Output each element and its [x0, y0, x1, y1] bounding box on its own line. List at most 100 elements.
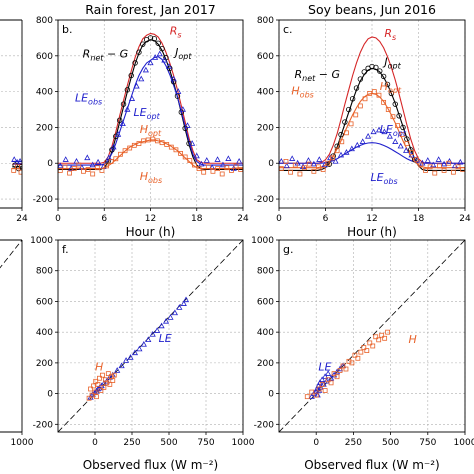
point-rnet-circle: [357, 76, 364, 82]
y-tick-label: 400: [257, 328, 274, 338]
point-le-triangle: [375, 126, 383, 133]
point-le-triangle: [316, 387, 323, 393]
point-le-triangle: [316, 156, 323, 162]
point-le-triangle: [128, 95, 136, 101]
point-h-square: [418, 162, 424, 168]
point-h-square: [455, 164, 461, 170]
point-le-triangle: [386, 132, 393, 139]
point-h-square: [437, 163, 442, 169]
point-h-square: [100, 372, 105, 378]
point-h-square: [309, 389, 315, 395]
plot-frame: [57, 239, 244, 433]
point-le-triangle: [457, 158, 464, 165]
point-h-square: [192, 162, 197, 168]
point-h-square: [62, 164, 68, 170]
annotation-le: LE: [159, 332, 172, 345]
point-le-triangle: [123, 357, 130, 363]
point-rnet-circle: [147, 35, 154, 41]
point-h-square: [76, 162, 82, 168]
x-tick-label: 1000: [11, 438, 34, 448]
point-h-square: [322, 388, 328, 393]
point-h-square: [99, 167, 105, 173]
point-h-square: [373, 334, 379, 340]
series-line-rs: [58, 32, 243, 164]
point-h-square: [97, 375, 102, 381]
point-h-square: [370, 343, 376, 349]
y-tick-label: -200: [254, 420, 275, 430]
point-rnet-circle: [151, 36, 158, 42]
point-rnet-circle: [346, 106, 352, 113]
point-le-triangle: [11, 156, 18, 162]
point-rnet-circle: [120, 101, 127, 107]
point-h-square: [88, 386, 93, 392]
point-le-triangle: [84, 154, 91, 161]
point-le-triangle: [305, 157, 312, 163]
point-h-square: [92, 389, 98, 395]
point-rnet-circle: [132, 60, 138, 66]
annotation-le: LEopt: [134, 106, 161, 121]
point-rnet-circle: [342, 119, 348, 125]
point-h-square: [155, 138, 160, 144]
point-h-square: [395, 123, 400, 129]
point-le-triangle: [315, 382, 322, 389]
annotation-h: Hobs: [140, 170, 162, 185]
point-h-square: [111, 372, 117, 378]
point-h-square: [122, 148, 128, 154]
point-le-triangle: [219, 161, 227, 168]
point-le-triangle: [118, 362, 125, 369]
y-tick-label: -200: [33, 195, 54, 205]
point-h-square: [382, 335, 388, 341]
point-h-square: [196, 166, 202, 172]
point-le-triangle: [133, 82, 140, 89]
point-h-square: [224, 165, 230, 171]
point-rnet-circle: [408, 147, 414, 153]
x-axis-label: Observed flux (W m⁻²): [304, 458, 440, 472]
point-h-square: [450, 169, 456, 175]
y-tick-label: 0: [47, 390, 53, 400]
point-h-square: [337, 368, 343, 373]
point-h-square: [67, 170, 72, 176]
point-le-triangle: [110, 143, 117, 150]
annotation-rnet: Jopt: [173, 46, 192, 61]
point-h-square: [18, 169, 22, 175]
point-h-square: [81, 168, 86, 174]
point-h-square: [362, 96, 368, 102]
point-le-triangle: [308, 393, 315, 399]
annotation-le: LEobs: [75, 91, 102, 106]
point-h-square: [233, 163, 239, 169]
point-h-square: [311, 168, 317, 174]
point-rnet-circle: [361, 69, 367, 75]
point-h-square: [104, 163, 109, 169]
point-rnet-circle: [136, 49, 142, 55]
point-h-square: [339, 139, 345, 145]
y-tick-label: 200: [36, 359, 53, 369]
point-le-triangle: [403, 147, 410, 153]
point-le-triangle: [325, 370, 332, 376]
point-h-square: [376, 92, 382, 98]
x-tick-label: 12: [366, 214, 377, 224]
annotation-rs: Rs: [384, 27, 396, 42]
point-le-triangle: [154, 327, 161, 333]
point-h-square: [409, 150, 414, 155]
point-h-square: [105, 371, 111, 377]
x-tick-label: 24: [237, 214, 249, 224]
point-h-square: [399, 132, 405, 137]
y-tick-label: -200: [254, 195, 275, 205]
point-h-square: [376, 337, 382, 343]
annotation-le: LE: [318, 361, 331, 374]
series-line-rnet: [279, 67, 465, 171]
y-tick-label: 200: [257, 359, 274, 369]
point-le-triangle: [138, 75, 145, 82]
left-top-partial: 24: [0, 19, 28, 224]
x-axis-label: Hour (h): [126, 225, 176, 239]
point-h-square: [423, 167, 428, 173]
annotation-h: H: [95, 361, 103, 374]
point-h-square: [141, 138, 146, 144]
annotation-h: Hobs: [291, 84, 313, 99]
point-h-square: [131, 142, 137, 148]
point-le-triangle: [359, 138, 366, 144]
y-tick-label: 400: [257, 88, 274, 98]
point-rnet-circle: [388, 90, 395, 97]
y-tick-label: 600: [36, 52, 53, 62]
